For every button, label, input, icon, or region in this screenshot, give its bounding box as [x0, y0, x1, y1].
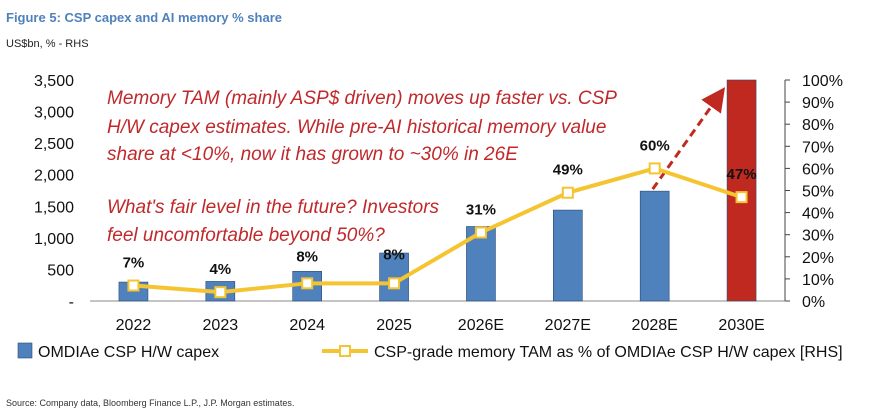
data-label-2023: 4%: [209, 261, 231, 278]
right-axis-tick-label: 60%: [802, 161, 834, 178]
annotation-line: What's fair level in the future? Investo…: [107, 197, 440, 218]
annotation-line: Memory TAM (mainly ASP$ driven) moves up…: [107, 88, 617, 109]
x-axis-tick-label: 2025: [376, 317, 412, 334]
data-label-2028E: 60%: [640, 137, 670, 154]
data-label-2024: 8%: [296, 248, 318, 265]
line-marker-2026E: [474, 226, 487, 239]
line-marker-2027E: [561, 186, 574, 199]
left-axis-tick-label: 3,000: [34, 105, 74, 122]
legend-bar-label: OMDIAe CSP H/W capex: [38, 344, 219, 361]
x-axis-tick-label: 2022: [116, 317, 152, 334]
chart-title: Figure 5: CSP capex and AI memory % shar…: [6, 10, 282, 25]
bar-2030E: [726, 79, 757, 302]
data-label-2030E: 47%: [727, 166, 757, 183]
annotation-line: share at <10%, now it has grown to ~30% …: [107, 144, 518, 165]
right-axis-tick-label: 100%: [802, 73, 843, 90]
legend-bar-swatch: [17, 342, 33, 359]
line-marker-2025: [388, 277, 401, 290]
left-axis-tick-label: 2,000: [34, 168, 74, 185]
left-axis-tick-label: 3,500: [34, 73, 74, 90]
bar-2027E: [553, 209, 583, 302]
data-label-2025: 8%: [383, 246, 405, 263]
memory-share-line: [133, 166, 743, 295]
x-axis-tick-label: 2023: [203, 317, 239, 334]
line-marker-2024: [301, 277, 314, 290]
right-axis-tick-label: 80%: [802, 117, 834, 134]
right-axis-tick-label: 40%: [802, 206, 834, 223]
right-axis-tick-label: 20%: [802, 250, 834, 267]
line-marker-2022: [127, 279, 140, 292]
source-note: Source: Company data, Bloomberg Finance …: [6, 398, 295, 408]
right-axis-tick-label: 30%: [802, 228, 834, 245]
x-axis-tick-label: 2028E: [632, 317, 678, 334]
right-axis-tick-label: 10%: [802, 272, 834, 289]
x-axis-tick-label: 2027E: [545, 317, 591, 334]
left-axis-tick-label: 1,500: [34, 199, 74, 216]
data-label-2022: 7%: [123, 255, 145, 272]
right-axis-tick-label: 50%: [802, 184, 834, 201]
data-label-2027E: 49%: [553, 162, 583, 179]
left-axis-tick-label: -: [69, 294, 74, 311]
right-axis-tick-label: 70%: [802, 139, 834, 156]
left-axis-tick-label: 2,500: [34, 136, 74, 153]
line-marker-2023: [214, 286, 227, 299]
x-axis-tick-label: 2030E: [718, 317, 764, 334]
annotation-line: feel uncomfortable beyond 50%?: [107, 225, 385, 246]
left-axis-tick-label: 1,000: [34, 231, 74, 248]
axis-units-label: US$bn, % - RHS: [6, 38, 89, 50]
legend-line-label: CSP-grade memory TAM as % of OMDIAe CSP …: [374, 344, 843, 361]
left-axis-tick-label: 500: [47, 262, 74, 279]
line-marker-2028E: [648, 162, 661, 175]
x-axis-tick-label: 2024: [289, 317, 325, 334]
x-axis-tick-label: 2026E: [458, 317, 504, 334]
bar-2028E: [639, 190, 670, 302]
data-label-2026E: 31%: [466, 201, 496, 218]
right-axis-tick-label: 90%: [802, 95, 834, 112]
line-marker-2030E: [735, 191, 748, 204]
legend-line-marker: [339, 345, 351, 357]
right-axis-tick-label: 0%: [802, 294, 825, 311]
annotation-line: H/W capex estimates. While pre-AI histor…: [107, 117, 606, 138]
